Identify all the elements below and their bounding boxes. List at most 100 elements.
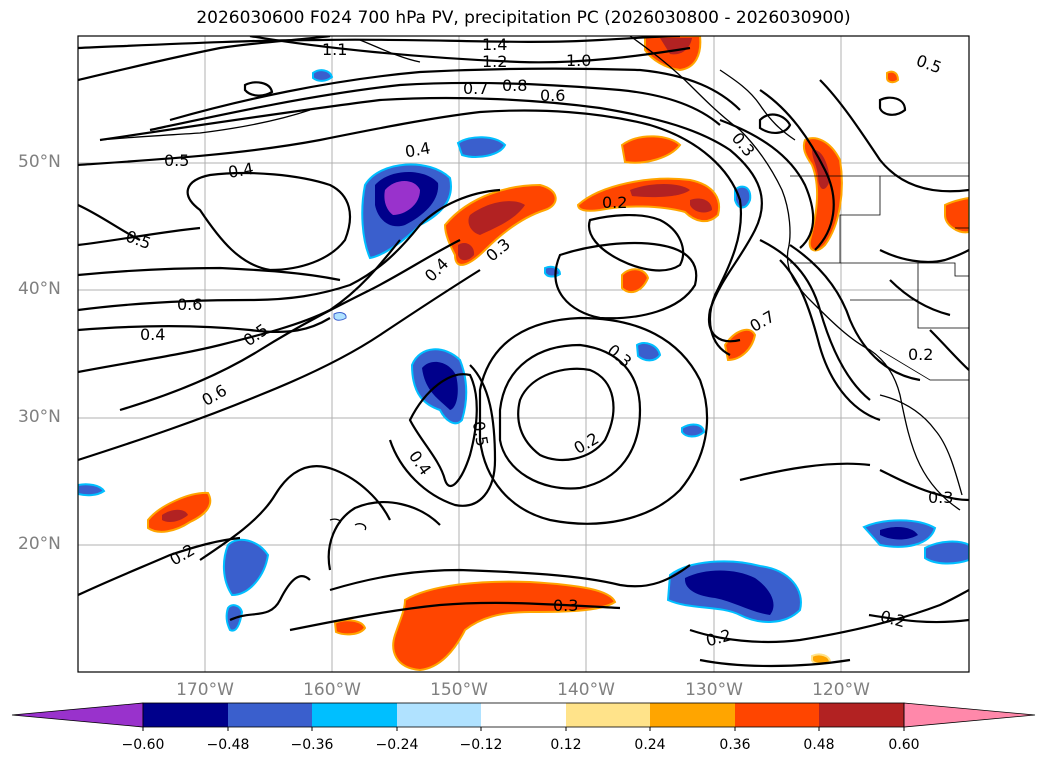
contour-line (78, 266, 341, 282)
contour-line (879, 249, 969, 264)
precip-positive-blob (723, 328, 757, 362)
pv-contours (78, 36, 969, 668)
contour-label: 0.6 (540, 86, 565, 105)
contour-label: 1.1 (322, 40, 347, 59)
contour-label: 0.4 (140, 325, 165, 344)
precip-negative-blob (333, 312, 347, 321)
colorbar-segment (735, 703, 819, 727)
contour-label: 0.3 (728, 129, 759, 161)
colorbar-segment (228, 703, 312, 727)
contour-line (868, 613, 969, 624)
coastline (329, 518, 341, 524)
lat-label: 40°N (18, 279, 61, 299)
contour-line (498, 343, 642, 490)
map-frame (77, 35, 970, 673)
contour-label: 0.2 (602, 193, 627, 212)
contour-label: 1.4 (482, 35, 507, 54)
gridlines (78, 36, 969, 672)
lon-label: 150°W (430, 680, 488, 700)
precip-negative-blob (635, 342, 662, 362)
colorbar-segment (397, 703, 481, 727)
contour-line (78, 36, 331, 82)
colorbar-tick-label: −0.60 (121, 737, 165, 753)
contour-line (327, 501, 441, 571)
contour-label: 1.2 (482, 52, 507, 71)
lat-label: 20°N (18, 534, 61, 554)
contour-line (249, 36, 691, 64)
contour-line (78, 188, 501, 312)
coastlines (99, 36, 963, 531)
lon-label: 120°W (812, 680, 870, 700)
precip-negative-blob (684, 570, 774, 615)
border-line (790, 262, 969, 277)
colorbar-segment (312, 703, 397, 727)
colorbar-tick-label: 0.36 (719, 737, 751, 753)
precip-negative-blob (681, 423, 706, 438)
contour-line (78, 317, 331, 333)
contour-line (169, 67, 741, 122)
colorbar-segment (143, 703, 228, 727)
contour-label: 0.4 (227, 159, 255, 182)
precip-positive-blob (392, 580, 617, 672)
colorbar-tick-label: 0.48 (803, 737, 835, 753)
contour-label: 0.5 (123, 227, 153, 254)
lon-label: 170°W (176, 680, 234, 700)
contour-line (758, 113, 792, 134)
precip-negative-blob (924, 540, 969, 565)
colorbar-segment (819, 703, 904, 727)
contour-label: 0.6 (177, 295, 202, 314)
lon-label: 130°W (685, 680, 743, 700)
contour-line (78, 203, 141, 241)
contour-label: 0.4 (403, 138, 431, 161)
contour-line (819, 79, 969, 193)
coastline (354, 523, 367, 531)
precip-positive-blob (886, 70, 900, 84)
contour-label: 1.0 (566, 51, 591, 70)
precip-positive-blob (630, 184, 690, 198)
border-line (917, 263, 969, 329)
contour-label: 0.6 (199, 381, 231, 410)
border-line (879, 349, 969, 381)
contour-label: 0.5 (164, 151, 189, 170)
contour-line (78, 226, 201, 247)
contour-line (149, 81, 721, 132)
contour-line (759, 89, 835, 251)
contour-label: 0.2 (878, 606, 908, 631)
precip-positive-blob (468, 201, 525, 235)
contour-label: 0.2 (704, 625, 734, 650)
contour-line (478, 316, 709, 525)
contour-line (878, 96, 907, 116)
contour-label: 0.2 (571, 429, 603, 458)
contour-line (199, 465, 391, 561)
contour-line (554, 241, 698, 320)
precip-positive-blob (458, 243, 475, 261)
colorbar-tick-label: −0.48 (206, 737, 250, 753)
precip-positive-blob (333, 619, 367, 636)
precip-negative-blob (78, 483, 106, 497)
contour-line (78, 269, 481, 462)
contour-line (889, 279, 951, 317)
chart-title: 2026030600 F024 700 hPa PV, precipitatio… (196, 8, 851, 28)
contour-line (229, 575, 311, 621)
contour-label: 0.3 (553, 596, 578, 615)
coastline (719, 69, 796, 141)
colorbar-tick-label: 0.12 (550, 737, 582, 753)
lon-label: 140°W (557, 680, 615, 700)
colorbar-segment (650, 703, 735, 727)
colorbar-segment (566, 703, 650, 727)
contour-line (289, 601, 621, 632)
contour-line (78, 109, 742, 356)
colorbar-tick-label: −0.12 (459, 737, 503, 753)
contour-label: 0.5 (914, 51, 944, 78)
contour-line (779, 259, 881, 422)
precip-negative-blob (880, 527, 918, 540)
contour-line (78, 536, 241, 596)
contour-line (78, 239, 401, 374)
border-line (839, 176, 881, 263)
lat-label: 30°N (18, 407, 61, 427)
contour-label: 0.8 (502, 76, 527, 95)
contour-label: 0.7 (463, 79, 488, 98)
precip-positive-blob (620, 135, 682, 164)
coastline (629, 36, 961, 511)
colorbar-extend-low (11, 702, 144, 728)
